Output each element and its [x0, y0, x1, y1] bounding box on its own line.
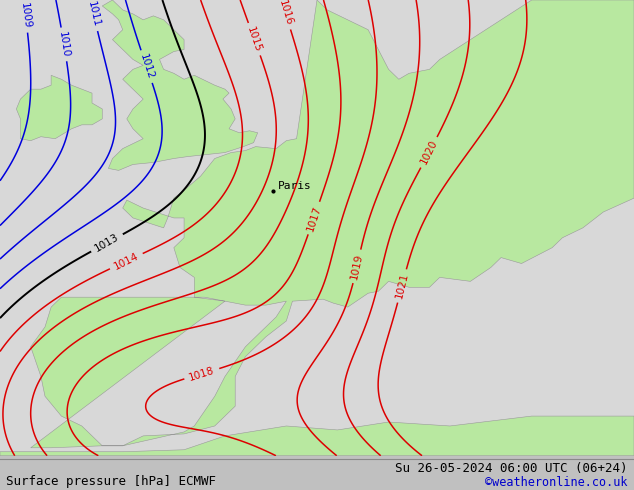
Text: 1020: 1020: [418, 138, 439, 166]
Text: 1015: 1015: [245, 25, 263, 53]
Text: Su 26-05-2024 06:00 UTC (06+24): Su 26-05-2024 06:00 UTC (06+24): [395, 462, 628, 475]
Polygon shape: [0, 416, 634, 456]
Text: Paris: Paris: [278, 181, 312, 191]
Polygon shape: [102, 0, 257, 171]
Text: 1013: 1013: [93, 232, 121, 254]
Text: Surface pressure [hPa] ECMWF: Surface pressure [hPa] ECMWF: [6, 474, 216, 488]
Text: 1019: 1019: [349, 252, 365, 280]
Text: 1016: 1016: [276, 0, 294, 27]
Text: 1011: 1011: [86, 0, 101, 28]
Polygon shape: [16, 75, 102, 141]
Polygon shape: [30, 0, 634, 448]
Text: 1014: 1014: [112, 251, 140, 271]
Text: 1010: 1010: [57, 31, 71, 58]
Text: 1021: 1021: [394, 272, 410, 300]
Text: 1018: 1018: [188, 365, 216, 383]
Text: 1012: 1012: [138, 52, 155, 81]
Text: 1009: 1009: [19, 2, 32, 29]
Text: ©weatheronline.co.uk: ©weatheronline.co.uk: [485, 476, 628, 489]
Text: 1017: 1017: [305, 204, 323, 232]
